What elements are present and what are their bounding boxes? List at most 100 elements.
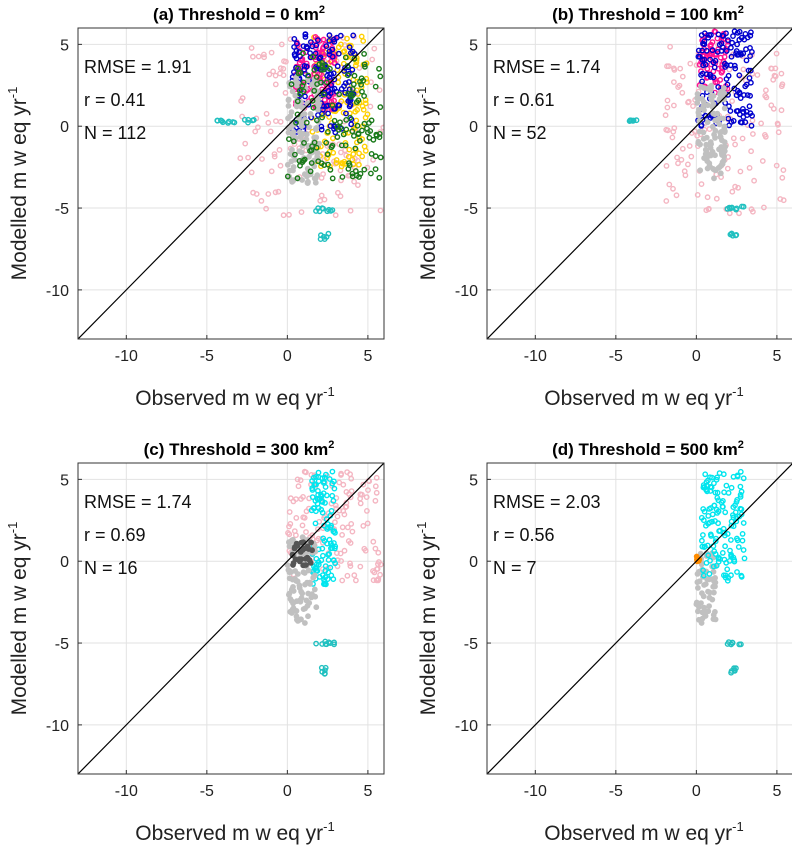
data-point bbox=[700, 593, 707, 600]
data-point bbox=[304, 543, 311, 550]
data-point bbox=[778, 83, 785, 90]
n-label: N = 7 bbox=[493, 558, 537, 578]
data-point bbox=[327, 540, 334, 547]
scatter-points bbox=[693, 468, 748, 676]
data-point bbox=[353, 99, 360, 106]
data-point bbox=[363, 507, 370, 514]
data-point bbox=[718, 40, 725, 47]
data-point bbox=[319, 572, 326, 578]
data-point bbox=[347, 560, 353, 567]
data-point bbox=[700, 572, 707, 579]
data-point bbox=[721, 90, 727, 96]
data-point bbox=[326, 65, 333, 72]
data-point bbox=[746, 103, 753, 110]
x-tick-label: -5 bbox=[200, 348, 214, 365]
data-point bbox=[322, 499, 328, 506]
data-point bbox=[738, 506, 745, 513]
data-point bbox=[326, 32, 333, 39]
data-point bbox=[720, 33, 727, 39]
data-point bbox=[307, 579, 313, 586]
data-point bbox=[358, 75, 365, 82]
data-point bbox=[728, 484, 735, 491]
data-point bbox=[710, 165, 717, 172]
data-point bbox=[773, 162, 780, 169]
data-point bbox=[319, 114, 325, 121]
data-point bbox=[712, 117, 719, 124]
data-point bbox=[720, 157, 727, 164]
panel-title: (c) Threshold = 300 km2 bbox=[144, 439, 335, 459]
y-axis-label: Modelled m w eq yr-1 bbox=[414, 522, 440, 716]
data-point bbox=[284, 161, 291, 168]
data-point bbox=[286, 211, 292, 218]
rmse-label: RMSE = 1.91 bbox=[84, 57, 192, 77]
y-axis-label: Modelled m w eq yr-1 bbox=[5, 522, 31, 716]
data-point bbox=[310, 104, 317, 111]
data-point bbox=[365, 487, 371, 493]
data-point bbox=[377, 154, 384, 161]
data-point bbox=[299, 522, 306, 529]
data-point bbox=[711, 175, 717, 182]
data-point bbox=[320, 91, 327, 98]
data-point bbox=[727, 108, 734, 114]
data-point bbox=[697, 550, 704, 557]
data-point bbox=[706, 576, 712, 583]
data-point bbox=[289, 88, 296, 95]
data-point bbox=[729, 39, 735, 46]
data-point bbox=[325, 230, 332, 237]
data-point bbox=[299, 534, 306, 541]
data-point bbox=[295, 483, 302, 490]
data-point bbox=[311, 481, 318, 488]
panel-threshold: Threshold = 500 km bbox=[579, 440, 738, 459]
data-point bbox=[250, 117, 257, 123]
data-point bbox=[325, 206, 332, 213]
data-point bbox=[721, 85, 727, 92]
data-point bbox=[377, 73, 384, 80]
data-point bbox=[326, 51, 333, 58]
data-point bbox=[733, 518, 740, 525]
data-point bbox=[373, 131, 380, 138]
data-point bbox=[263, 205, 269, 212]
data-point bbox=[368, 150, 375, 157]
data-point bbox=[292, 576, 298, 582]
panel-2: -10 -5 0 5 -10 -5 0 5 (b) Threshold = 100 km2 RMS… bbox=[414, 4, 792, 410]
axes-frame bbox=[77, 462, 385, 775]
data-point bbox=[696, 616, 702, 623]
data-point bbox=[706, 603, 712, 609]
data-point bbox=[734, 41, 740, 48]
data-point bbox=[343, 126, 350, 133]
data-point bbox=[314, 500, 321, 507]
data-point bbox=[743, 57, 750, 64]
panel-letter: (b) bbox=[552, 5, 578, 24]
data-point bbox=[338, 98, 345, 105]
data-point bbox=[702, 613, 709, 619]
data-point bbox=[722, 543, 728, 550]
data-point bbox=[288, 158, 295, 165]
x-tick-label: 0 bbox=[692, 348, 701, 365]
data-point bbox=[731, 85, 738, 92]
data-point bbox=[685, 161, 691, 168]
data-point bbox=[339, 524, 346, 531]
data-point bbox=[293, 103, 300, 110]
data-point bbox=[375, 559, 382, 565]
data-point bbox=[229, 119, 236, 125]
one-to-one-line bbox=[78, 28, 384, 339]
data-point bbox=[759, 158, 766, 164]
data-point bbox=[358, 81, 364, 88]
data-point bbox=[291, 36, 298, 42]
data-point bbox=[739, 537, 746, 544]
data-point bbox=[332, 212, 339, 219]
data-point bbox=[711, 64, 718, 71]
data-point bbox=[362, 114, 369, 121]
y-tick-label: -10 bbox=[46, 283, 69, 300]
data-point bbox=[320, 490, 327, 497]
data-point bbox=[358, 491, 365, 498]
data-point bbox=[772, 73, 779, 80]
data-point bbox=[323, 79, 330, 86]
data-point bbox=[373, 474, 380, 481]
data-point bbox=[331, 117, 338, 124]
data-point bbox=[312, 593, 319, 600]
data-point bbox=[666, 181, 673, 188]
x-axis-label: Observed m w eq yr-1 bbox=[135, 384, 334, 410]
data-point bbox=[716, 121, 723, 128]
panel-threshold: Threshold = 300 km bbox=[169, 440, 328, 459]
